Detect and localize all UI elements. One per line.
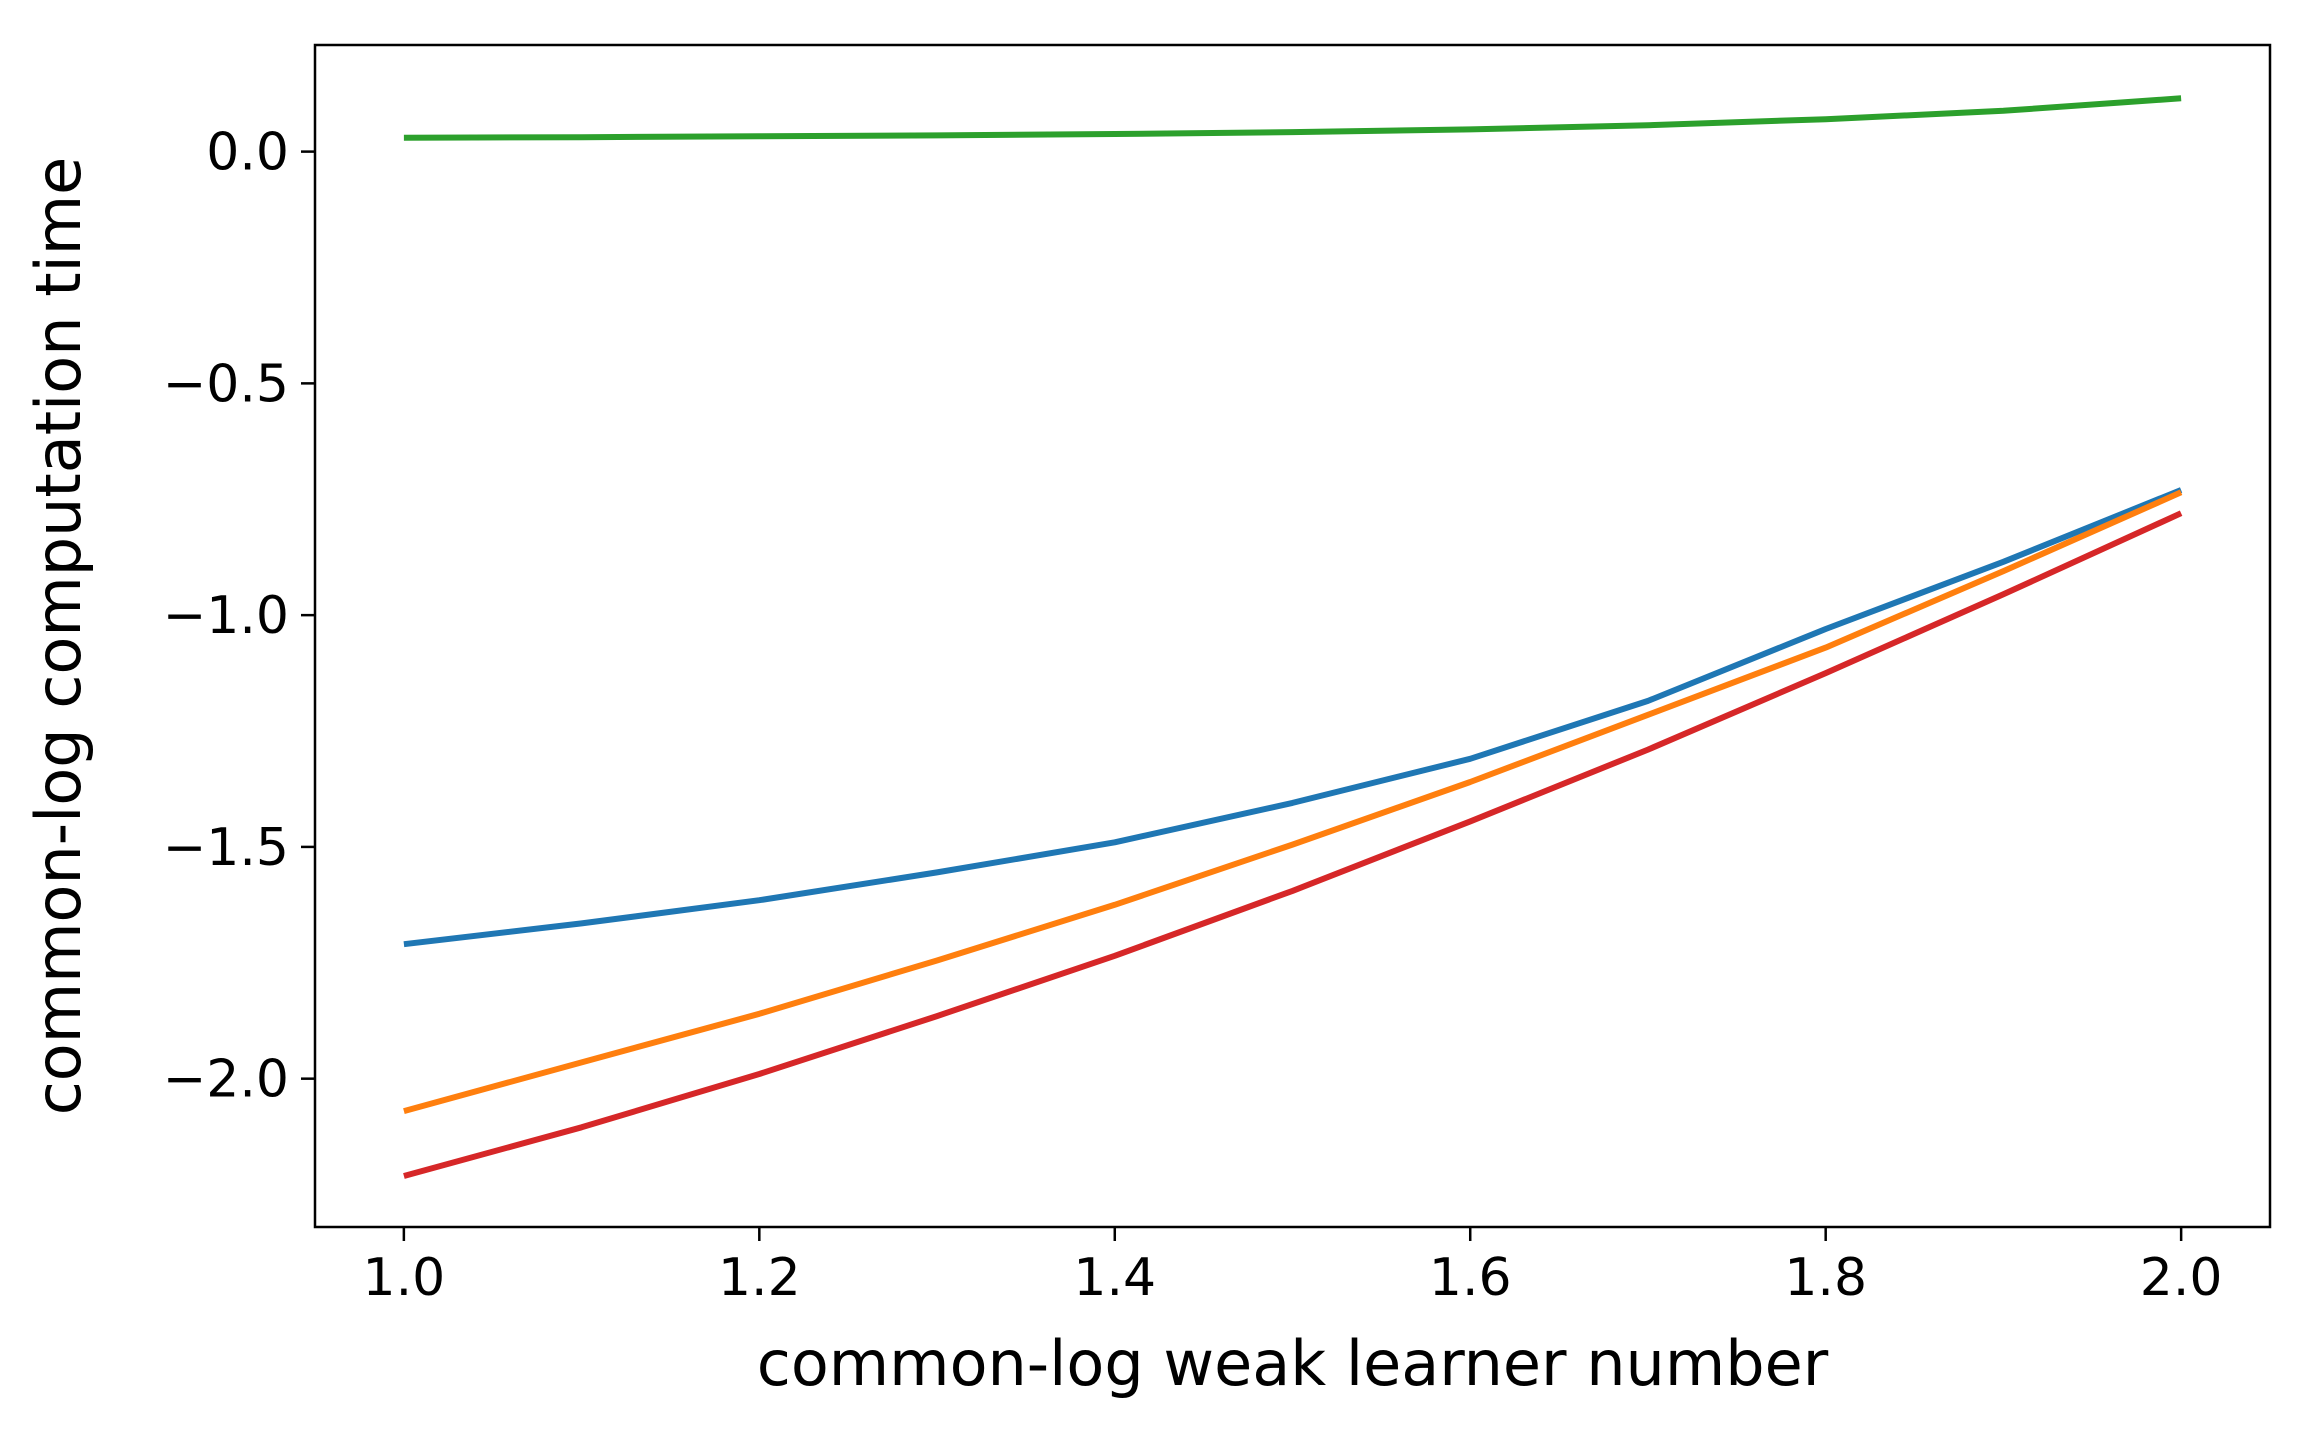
y-tick-label: −1.5 [163, 818, 289, 878]
y-tick-label: −1.0 [163, 586, 289, 646]
series-line-3 [403, 510, 2183, 1179]
y-tick-label: −0.5 [163, 354, 289, 414]
x-tick-label: 2.0 [2140, 1248, 2223, 1308]
y-tick-label: −2.0 [163, 1050, 289, 1110]
y-axis-label: common-log computation time [22, 157, 95, 1116]
y-tick-label: 0.0 [206, 123, 289, 183]
series-layer [403, 95, 2183, 1179]
x-tick-label: 1.0 [363, 1248, 446, 1308]
x-tick-label: 1.2 [718, 1248, 801, 1308]
series-line-1 [403, 489, 2183, 1114]
series-line-0 [403, 487, 2183, 948]
x-axis-label: common-log weak learner number [757, 1327, 1829, 1400]
x-tick-label: 1.8 [1784, 1248, 1867, 1308]
x-tick-label: 1.6 [1429, 1248, 1512, 1308]
plot-area-frame [313, 43, 2272, 1229]
series-line-2 [403, 95, 2182, 141]
y-axis-ticks: 0.0 −0.5 −1.0 −1.5 −2.0 [163, 123, 315, 1110]
x-tick-label: 1.4 [1073, 1248, 1156, 1308]
x-axis-ticks: 1.0 1.2 1.4 1.6 1.8 2.0 [363, 1227, 2223, 1308]
